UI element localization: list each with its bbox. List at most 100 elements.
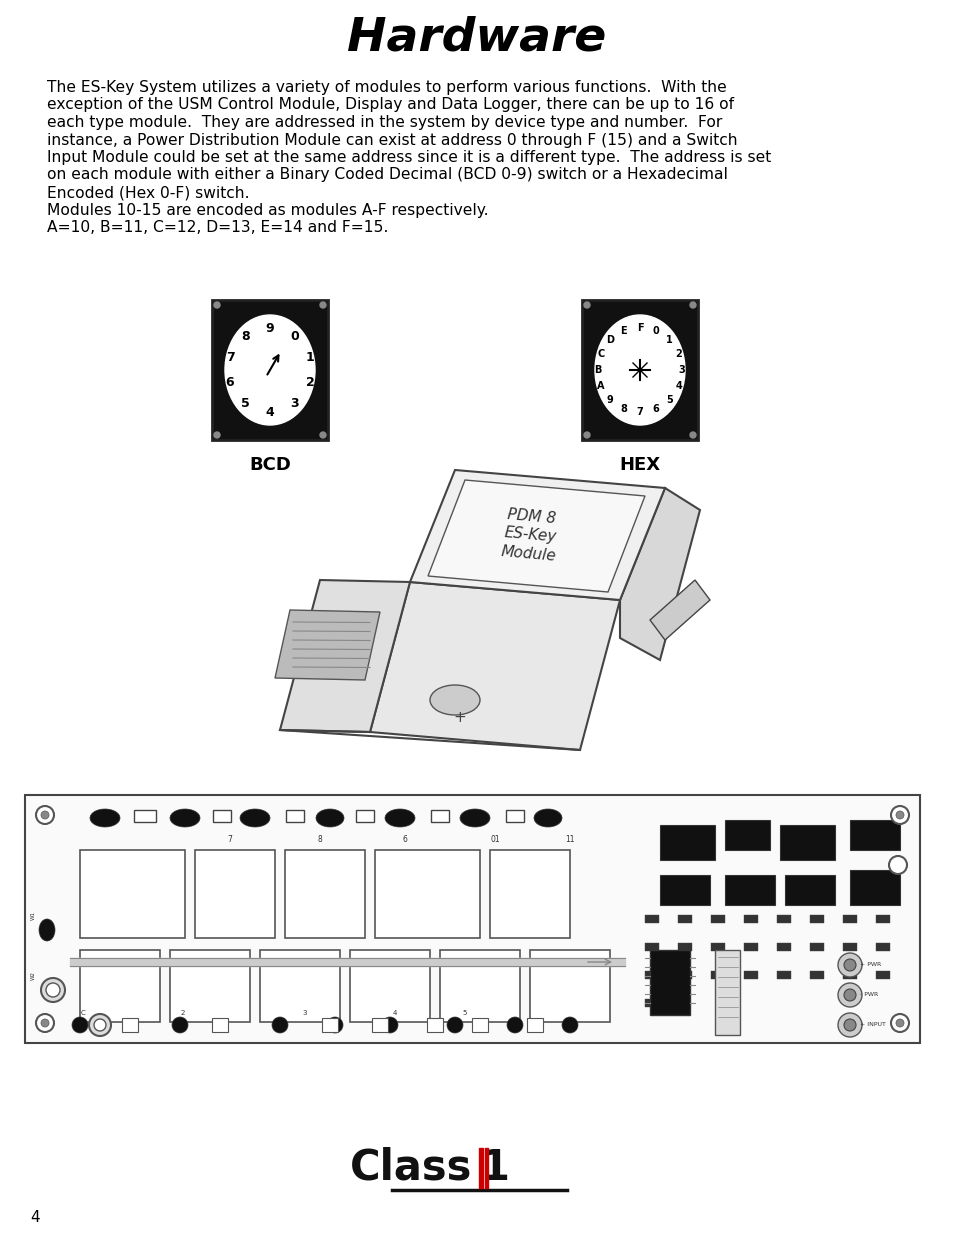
Text: 9: 9 — [265, 321, 274, 335]
Bar — [322, 1018, 337, 1032]
Bar — [714, 950, 740, 1035]
Text: 4: 4 — [393, 1010, 396, 1016]
Text: 7: 7 — [636, 408, 642, 417]
Ellipse shape — [170, 809, 200, 827]
Bar — [710, 971, 724, 979]
Bar — [122, 1018, 138, 1032]
Bar — [743, 971, 758, 979]
Text: B: B — [594, 366, 601, 375]
Circle shape — [583, 432, 589, 438]
Bar — [213, 810, 231, 823]
Text: 0: 0 — [290, 330, 298, 342]
Circle shape — [41, 978, 65, 1002]
Circle shape — [36, 1014, 54, 1032]
Text: 6: 6 — [226, 377, 234, 389]
Polygon shape — [370, 582, 619, 750]
Text: 4: 4 — [265, 405, 274, 419]
Circle shape — [41, 1019, 49, 1028]
Circle shape — [381, 1016, 397, 1032]
Circle shape — [36, 806, 54, 824]
Circle shape — [689, 303, 696, 308]
Bar — [678, 915, 691, 923]
Bar — [710, 944, 724, 951]
Circle shape — [561, 1016, 578, 1032]
Text: + PWR: + PWR — [859, 962, 881, 967]
Text: 1: 1 — [480, 1147, 509, 1189]
Text: exception of the USM Control Module, Display and Data Logger, there can be up to: exception of the USM Control Module, Dis… — [47, 98, 734, 112]
Text: 9: 9 — [606, 395, 613, 405]
Circle shape — [172, 1016, 188, 1032]
Text: 5: 5 — [241, 398, 250, 410]
Text: 3: 3 — [678, 366, 684, 375]
Text: 7: 7 — [226, 351, 234, 363]
Text: Encoded (Hex 0-F) switch.: Encoded (Hex 0-F) switch. — [47, 185, 250, 200]
Circle shape — [689, 432, 696, 438]
Bar — [809, 971, 823, 979]
Circle shape — [319, 432, 326, 438]
Bar — [530, 950, 609, 1023]
Ellipse shape — [240, 809, 270, 827]
Text: 3: 3 — [302, 1010, 307, 1016]
Circle shape — [583, 303, 589, 308]
Bar — [849, 820, 899, 850]
Bar — [80, 950, 160, 1023]
Text: 8: 8 — [241, 330, 250, 342]
Text: A: A — [597, 382, 604, 391]
Text: 4: 4 — [30, 1210, 40, 1225]
Bar — [710, 915, 724, 923]
Text: 11: 11 — [565, 835, 574, 844]
Bar — [133, 810, 156, 823]
Text: 7: 7 — [228, 835, 233, 844]
Circle shape — [895, 811, 903, 819]
Text: HEX: HEX — [618, 456, 659, 474]
Polygon shape — [280, 580, 410, 732]
Text: Input Module could be set at the same address since it is a different type.  The: Input Module could be set at the same ad… — [47, 149, 770, 165]
Text: D: D — [606, 335, 614, 346]
Polygon shape — [649, 580, 709, 640]
Bar — [842, 944, 856, 951]
Bar — [678, 971, 691, 979]
Bar — [170, 950, 250, 1023]
Circle shape — [213, 432, 220, 438]
Text: A=10, B=11, C=12, D=13, E=14 and F=15.: A=10, B=11, C=12, D=13, E=14 and F=15. — [47, 220, 388, 235]
Circle shape — [837, 953, 862, 977]
Bar — [644, 971, 659, 979]
Polygon shape — [410, 471, 664, 600]
Ellipse shape — [430, 685, 479, 715]
Text: 01: 01 — [490, 835, 499, 844]
Bar — [194, 850, 274, 939]
Bar — [372, 1018, 388, 1032]
Circle shape — [94, 1019, 106, 1031]
Text: 3: 3 — [290, 398, 298, 410]
Circle shape — [837, 983, 862, 1007]
Bar — [644, 944, 659, 951]
Circle shape — [843, 989, 855, 1002]
Ellipse shape — [595, 315, 684, 425]
Text: 1: 1 — [665, 335, 673, 346]
Bar — [350, 950, 430, 1023]
Text: 5: 5 — [665, 395, 673, 405]
Polygon shape — [274, 610, 379, 680]
Bar — [581, 300, 698, 440]
Bar — [490, 850, 569, 939]
Text: E: E — [620, 326, 626, 336]
Text: 0: 0 — [652, 326, 659, 336]
Bar — [392, 1144, 561, 1191]
Ellipse shape — [459, 809, 490, 827]
Bar — [776, 971, 790, 979]
Bar — [260, 950, 339, 1023]
Polygon shape — [619, 488, 700, 659]
Bar — [659, 876, 709, 905]
Bar — [809, 915, 823, 923]
Bar — [355, 810, 374, 823]
Bar — [776, 915, 790, 923]
Text: Modules 10-15 are encoded as modules A-F respectively.: Modules 10-15 are encoded as modules A-F… — [47, 203, 488, 217]
Text: instance, a Power Distribution Module can exist at address 0 through F (15) and : instance, a Power Distribution Module ca… — [47, 132, 737, 147]
Bar — [743, 944, 758, 951]
Ellipse shape — [315, 809, 344, 827]
Polygon shape — [428, 480, 644, 592]
Text: W2: W2 — [30, 971, 35, 979]
Bar — [649, 950, 689, 1015]
Circle shape — [71, 1016, 88, 1032]
Bar — [784, 876, 834, 905]
